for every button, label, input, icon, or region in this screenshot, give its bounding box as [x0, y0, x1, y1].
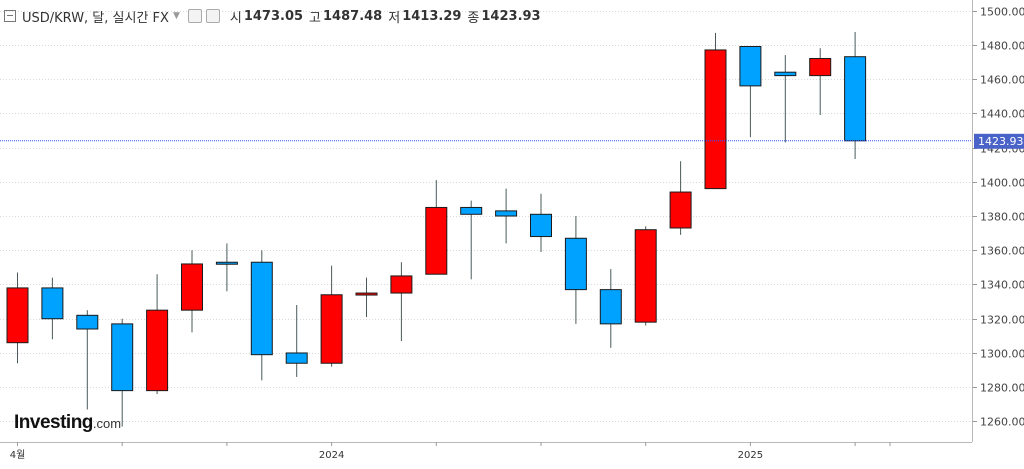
plot-area[interactable] — [0, 31, 972, 427]
candle[interactable] — [6, 272, 29, 364]
candle-body[interactable] — [599, 289, 622, 325]
price-axis[interactable]: 1260.00 1280.00 1300.00 1320.00 1340.00 1360.… — [972, 6, 1024, 429]
candle-body[interactable] — [704, 49, 727, 190]
candle[interactable] — [285, 305, 308, 377]
candle[interactable] — [146, 274, 169, 395]
candle[interactable] — [320, 265, 343, 367]
chevron-down-icon[interactable]: ▼ — [172, 11, 180, 21]
y-tick-label: 1500.00 — [980, 6, 1024, 19]
candle[interactable] — [599, 269, 622, 348]
candle-body[interactable] — [739, 46, 762, 87]
candle[interactable] — [809, 48, 832, 115]
candle[interactable] — [355, 277, 378, 318]
candle-body[interactable] — [181, 263, 203, 311]
candle-body[interactable] — [285, 352, 308, 364]
y-tick-label: 1320.00 — [980, 314, 1024, 327]
x-tick-label: 2024 — [319, 450, 344, 461]
time-axis[interactable]: 4월 2024 2025 — [10, 442, 891, 461]
settings-icon[interactable] — [205, 9, 220, 23]
collapse-icon[interactable] — [4, 10, 16, 22]
y-tick-label: 1480.00 — [980, 40, 1024, 53]
candle[interactable] — [530, 193, 552, 252]
candle[interactable] — [390, 262, 413, 341]
candle-body[interactable] — [215, 261, 238, 265]
candle-body[interactable] — [530, 213, 552, 238]
high-label: 고 — [309, 10, 322, 26]
open-label: 시 — [229, 10, 242, 26]
y-tick-label: 1360.00 — [980, 245, 1024, 258]
instrument-title[interactable]: USD/KRW, 달, 실시간 FX — [22, 10, 169, 26]
candle[interactable] — [704, 32, 727, 190]
y-tick-label: 1300.00 — [980, 348, 1024, 361]
low-value: 1413.29 — [402, 8, 462, 24]
instrument-header: USD/KRW, 달, 실시간 FX ▼ 시 1473.05 고 1487.48 저… — [4, 6, 541, 26]
logo-suffix: .com — [92, 416, 122, 431]
logo-brand: Investing — [14, 412, 93, 433]
y-tick-label: 1380.00 — [980, 211, 1024, 224]
candle-body[interactable] — [355, 292, 378, 296]
x-tick-label: 4월 — [10, 449, 26, 461]
candle[interactable] — [669, 161, 692, 235]
y-tick-label: 1440.00 — [980, 108, 1024, 121]
y-tick-label: 1280.00 — [980, 382, 1024, 395]
candle-body[interactable] — [111, 323, 134, 392]
visibility-icon[interactable] — [187, 9, 202, 23]
candle[interactable] — [634, 226, 657, 326]
candle-body[interactable] — [844, 56, 867, 142]
candle-body[interactable] — [669, 191, 692, 229]
candle[interactable] — [460, 200, 483, 280]
candle[interactable] — [564, 216, 587, 324]
candle-body[interactable] — [774, 71, 797, 77]
x-tick-label: 2025 — [738, 450, 763, 461]
candle-body[interactable] — [495, 210, 518, 217]
candle-body[interactable] — [460, 206, 483, 215]
candle[interactable] — [215, 243, 238, 292]
open-value: 1473.05 — [243, 8, 304, 24]
y-tick-label: 1460.00 — [980, 74, 1024, 87]
candle-body[interactable] — [809, 57, 832, 77]
y-tick-label: 1340.00 — [980, 279, 1024, 292]
last-price-tag — [974, 133, 1024, 149]
candle-body[interactable] — [390, 275, 413, 294]
low-label: 저 — [388, 10, 401, 26]
candle-body[interactable] — [250, 261, 273, 356]
candle[interactable] — [739, 46, 762, 138]
investing-logo: Investing.com — [14, 412, 121, 434]
candle-body[interactable] — [564, 237, 587, 291]
candle[interactable] — [250, 250, 273, 381]
candle[interactable] — [111, 318, 134, 427]
candle[interactable] — [425, 180, 448, 275]
candle-body[interactable] — [6, 287, 29, 344]
candle-body[interactable] — [146, 309, 169, 392]
close-label: 종 — [467, 10, 480, 26]
last-price-label: 1423.93 — [978, 135, 1024, 148]
y-tick-label: 1400.00 — [980, 177, 1024, 190]
close-value: 1423.93 — [481, 8, 541, 24]
high-value: 1487.48 — [323, 8, 383, 24]
candle[interactable] — [844, 31, 867, 160]
candle[interactable] — [181, 250, 203, 333]
candle-body[interactable] — [76, 314, 99, 330]
candle-body[interactable] — [320, 294, 343, 364]
y-tick-label: 1260.00 — [980, 416, 1024, 429]
candle[interactable] — [76, 310, 99, 410]
candle-body[interactable] — [634, 229, 657, 323]
candle[interactable] — [41, 277, 64, 340]
candle[interactable] — [774, 55, 797, 143]
candle-body[interactable] — [425, 206, 448, 275]
candle-body[interactable] — [41, 287, 64, 320]
candle[interactable] — [495, 188, 518, 244]
